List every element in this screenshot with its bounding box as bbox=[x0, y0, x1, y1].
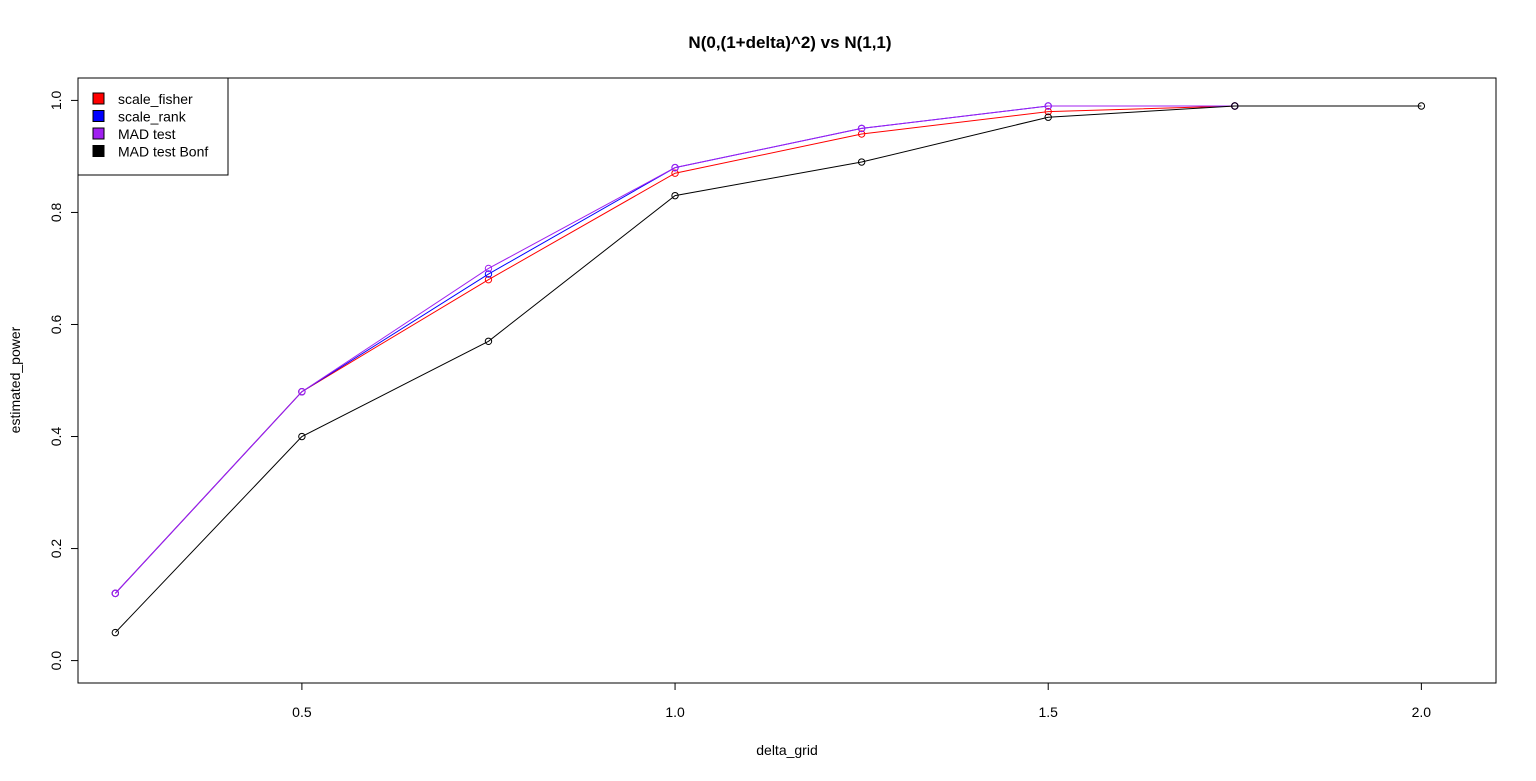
y-tick-label: 0.0 bbox=[48, 651, 64, 671]
data-point bbox=[298, 432, 306, 441]
legend-swatch bbox=[92, 145, 105, 157]
data-point bbox=[484, 270, 493, 278]
data-point bbox=[1417, 102, 1426, 110]
y-tick-label: 0.4 bbox=[48, 427, 64, 447]
data-point bbox=[1231, 102, 1239, 110]
data-point bbox=[857, 130, 866, 138]
legend-swatch bbox=[92, 92, 105, 105]
y-axis-label: estimated_power bbox=[7, 326, 23, 433]
series-line bbox=[114, 105, 1235, 594]
data-point bbox=[484, 337, 493, 345]
data-point bbox=[1044, 107, 1052, 116]
y-tick-label: 0.6 bbox=[48, 315, 64, 335]
series-mad-test-bonf bbox=[111, 102, 1426, 637]
y-axis: 0.0 0.2 0.4 0.6 0.8 1.0 bbox=[48, 90, 78, 670]
x-axis: 0.5 1.0 1.5 2.0 bbox=[292, 683, 1431, 720]
data-point bbox=[671, 191, 679, 200]
data-point bbox=[857, 158, 866, 166]
series-line bbox=[114, 105, 1422, 633]
series-layer bbox=[111, 102, 1426, 637]
legend-label: scale_fisher bbox=[118, 91, 193, 107]
legend-label: MAD test bbox=[118, 126, 176, 142]
legend-swatch bbox=[92, 110, 105, 122]
plot-frame bbox=[77, 77, 1497, 684]
x-tick-label: 1.0 bbox=[665, 704, 685, 720]
data-point bbox=[857, 124, 866, 133]
x-tick-label: 1.5 bbox=[1038, 704, 1058, 720]
series-scale-fisher bbox=[111, 102, 1239, 598]
legend-label: scale_rank bbox=[118, 109, 187, 125]
x-tick-label: 2.0 bbox=[1412, 704, 1432, 720]
data-point bbox=[1044, 113, 1052, 121]
data-point bbox=[298, 388, 306, 396]
data-point bbox=[1044, 102, 1052, 110]
legend-label: MAD test Bonf bbox=[118, 144, 208, 160]
data-point bbox=[484, 275, 493, 284]
chart-title: N(0,(1+delta)^2) vs N(1,1) bbox=[688, 33, 891, 52]
y-tick-label: 0.8 bbox=[48, 203, 64, 223]
data-point bbox=[111, 589, 120, 598]
x-tick-label: 0.5 bbox=[292, 704, 312, 720]
data-point bbox=[671, 169, 679, 177]
y-tick-label: 1.0 bbox=[48, 90, 64, 110]
series-line bbox=[114, 105, 1235, 594]
data-point bbox=[111, 628, 120, 637]
x-axis-label: delta_grid bbox=[756, 742, 818, 758]
y-tick-label: 0.2 bbox=[48, 539, 64, 559]
legend-swatch bbox=[92, 127, 105, 140]
series-line bbox=[114, 105, 1235, 594]
data-point bbox=[484, 264, 493, 273]
data-point bbox=[671, 163, 679, 172]
